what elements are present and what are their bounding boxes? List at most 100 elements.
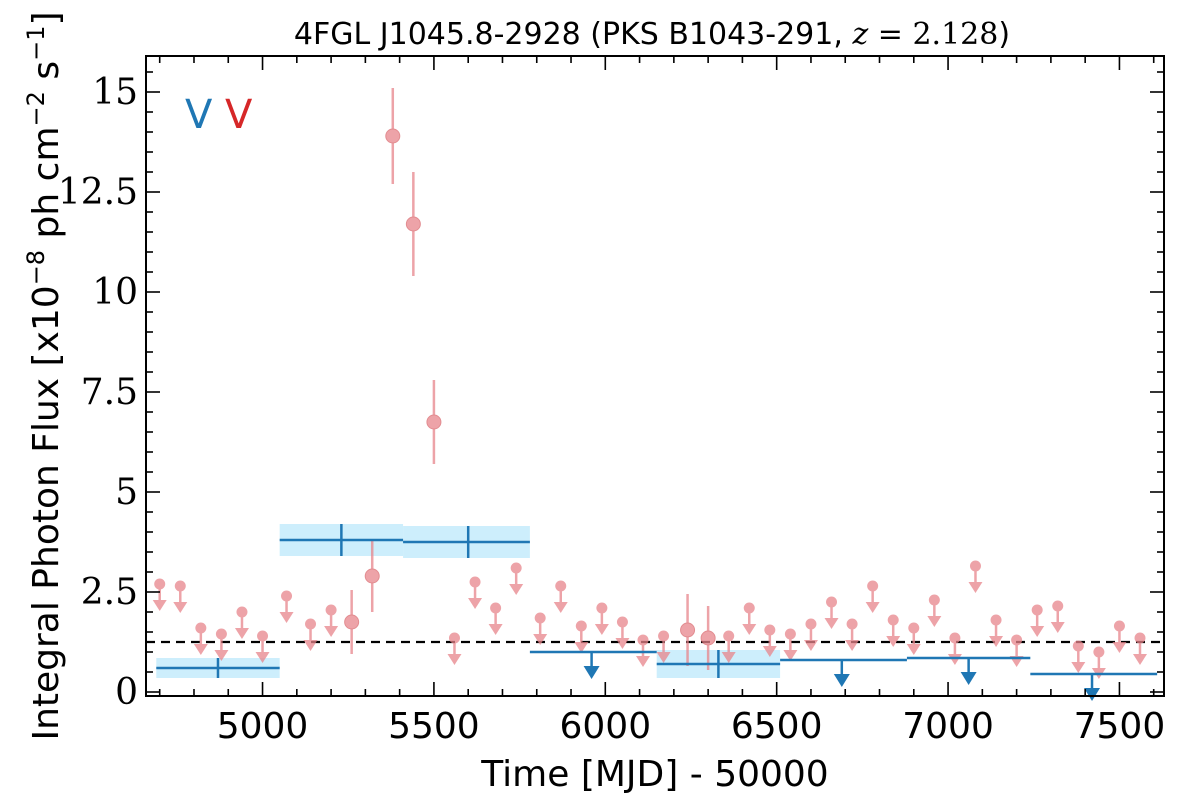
fine-upper-limit — [721, 630, 736, 663]
fine-upper-limit — [615, 616, 630, 649]
upper-limit-dot — [928, 594, 940, 606]
y-tick-label: 12.5 — [58, 172, 138, 213]
fine-upper-limit — [1030, 604, 1045, 637]
coarse-detection — [156, 658, 280, 678]
fine-detection — [344, 590, 360, 654]
upper-limit-arrow — [615, 638, 630, 649]
detection-point — [426, 414, 442, 430]
upper-limit-dot — [949, 632, 961, 644]
upper-limit-arrow — [762, 646, 777, 657]
upper-limit-arrow — [234, 628, 249, 639]
upper-limit-arrow — [173, 602, 188, 613]
fine-detection — [405, 172, 421, 276]
chart-title: 4FGL J1045.8-2928 (PKS B1043-291, z = 2.… — [294, 17, 1010, 52]
upper-limit-dot — [846, 618, 858, 630]
fine-upper-limit — [656, 630, 671, 663]
detection-point — [364, 568, 380, 584]
fine-upper-limit — [447, 632, 462, 665]
fine-upper-limit — [762, 624, 777, 657]
y-tick-label: 15 — [92, 72, 138, 113]
upper-limit-arrow — [927, 616, 942, 627]
upper-limit-dot — [510, 562, 522, 574]
fine-upper-limit — [553, 580, 568, 613]
x-tick-label: 7500 — [1074, 706, 1166, 747]
fine-upper-limit — [1009, 634, 1024, 667]
upper-limit-dot — [281, 590, 293, 602]
fine-upper-limit — [574, 620, 589, 653]
fine-detection — [364, 540, 380, 612]
upper-limit-dot — [215, 628, 227, 640]
upper-limit-dot — [1134, 632, 1146, 644]
detection-point — [344, 614, 360, 630]
upper-limit-dot — [490, 602, 502, 614]
x-tick-label: 6000 — [559, 706, 651, 747]
y-axis-label: Integral Photon Flux [x10−8 ph cm−2 s−1] — [22, 11, 67, 740]
y-tick-label: 5 — [115, 472, 138, 513]
upper-limit-dot — [1113, 620, 1125, 632]
upper-limit-dot — [257, 630, 269, 642]
x-tick-label: 6500 — [731, 706, 823, 747]
upper-limit-dot — [616, 616, 628, 628]
coarse-detection — [656, 650, 781, 678]
fine-upper-limit — [989, 614, 1004, 647]
upper-limit-dot — [195, 622, 207, 634]
upper-limit-arrow — [152, 600, 167, 611]
fine-upper-limit — [636, 634, 651, 667]
upper-limit-dot — [723, 630, 735, 642]
upper-limit-dot — [637, 634, 649, 646]
upper-limit-dot — [764, 624, 776, 636]
upper-limit-arrow — [1084, 688, 1101, 701]
upper-limit-arrow — [1133, 654, 1148, 665]
upper-limit-dot — [969, 560, 981, 572]
fine-detection — [700, 606, 716, 670]
upper-limit-arrow — [833, 674, 850, 687]
x-axis-label: Time [MJD] - 50000 — [480, 754, 828, 795]
fine-upper-limit — [468, 576, 483, 609]
upper-limit-arrow — [845, 640, 860, 651]
y-tick-label: 2.5 — [81, 572, 138, 613]
coarse-upper-limit — [780, 658, 907, 687]
upper-limit-arrow — [742, 624, 757, 635]
fine-upper-limit — [324, 604, 339, 637]
upper-limit-dot — [448, 632, 460, 644]
fine-upper-limit — [927, 594, 942, 627]
upper-limit-dot — [174, 580, 186, 592]
fine-upper-limit — [214, 628, 229, 661]
upper-limit-dot — [305, 618, 317, 630]
fine-upper-limit — [906, 622, 921, 655]
fine-upper-limit — [1050, 600, 1065, 633]
x-axis-ticks: 5000 5500 6000 6500 7000 7500 — [158, 56, 1166, 747]
upper-limit-arrow — [509, 584, 524, 595]
upper-limit-dot — [805, 618, 817, 630]
upper-limit-arrow — [824, 618, 839, 629]
fine-upper-limit — [865, 580, 880, 613]
y-tick-label: 10 — [92, 272, 138, 313]
upper-limit-arrow — [214, 650, 229, 661]
upper-limit-arrow — [783, 650, 798, 661]
upper-limit-arrow — [960, 672, 977, 685]
upper-limit-arrow — [468, 598, 483, 609]
fine-upper-limit — [1071, 640, 1086, 673]
upper-limit-dot — [1052, 600, 1064, 612]
upper-limit-dot — [1093, 646, 1105, 658]
fine-upper-limit — [234, 606, 249, 639]
fine-upper-limit — [968, 560, 983, 593]
fine-upper-limit — [803, 618, 818, 651]
fine-upper-limit — [152, 578, 167, 611]
upper-limit-dot — [1072, 640, 1084, 652]
fine-upper-limit — [1133, 632, 1148, 665]
upper-limit-arrow — [656, 652, 671, 663]
coarse-detection — [279, 524, 404, 556]
detection-point — [385, 128, 401, 144]
upper-limit-dot — [1031, 604, 1043, 616]
upper-limit-arrow — [255, 652, 270, 663]
upper-limit-arrow — [193, 644, 208, 655]
upper-limit-dot — [908, 622, 920, 634]
upper-limit-arrow — [636, 656, 651, 667]
y-tick-label: 0 — [115, 672, 138, 713]
fine-upper-limit — [173, 580, 188, 613]
fine-detection — [385, 88, 401, 184]
upper-limit-arrow — [947, 654, 962, 665]
upper-limit-arrow — [488, 624, 503, 635]
